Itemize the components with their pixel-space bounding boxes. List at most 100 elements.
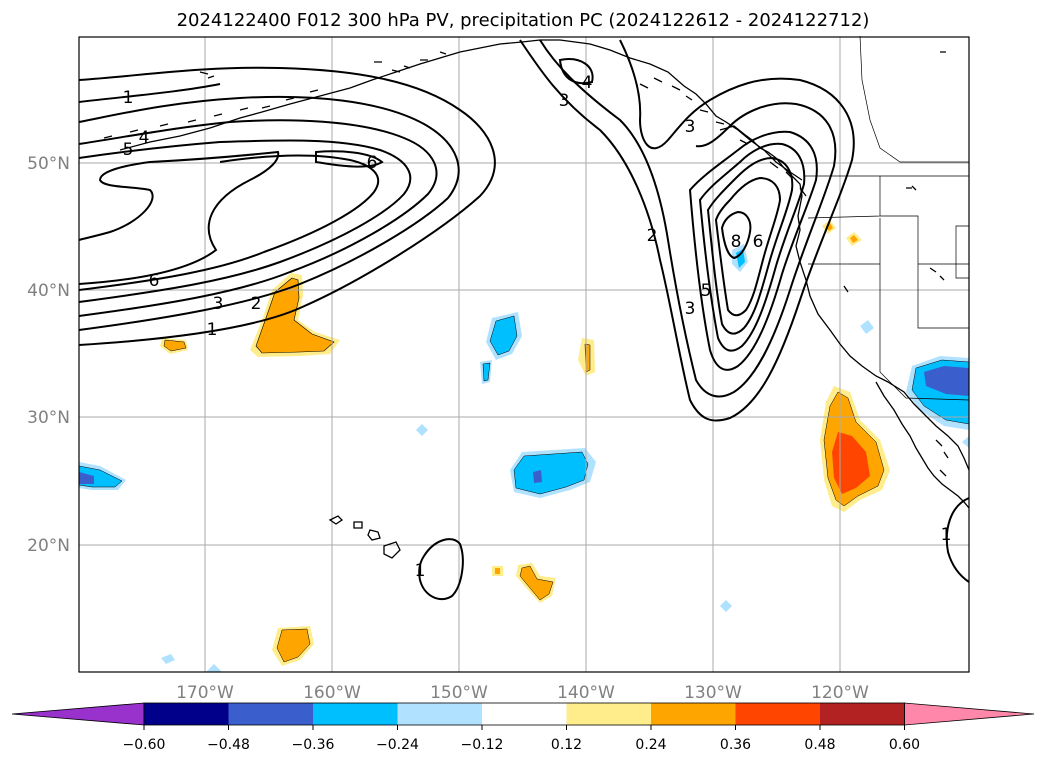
precip-positive-small-core [163,339,187,352]
contour-label: 3 [213,294,224,314]
contour-label: 3 [685,117,696,137]
pv-contour-3-west [78,119,438,317]
pv-contour-5-inner [706,156,794,335]
colorbar-tick-label: 0.12 [551,737,582,753]
contour-label: 1 [207,320,218,340]
precip-negative-small-core [482,362,491,382]
longitude-labels: 170°W 160°W 150°W 140°W 130°W 120°W [176,683,869,703]
precip-positive-core-4 [276,628,311,663]
pv-contours [78,39,970,601]
colorbar-tick-label: −0.24 [376,737,419,753]
colorbar-frame [143,702,905,726]
lat-label: 30°N [27,408,70,428]
contour-label: 4 [582,73,593,93]
colorbar-segment [820,703,905,725]
contour-label: 2 [647,226,658,246]
precip-positive-dot-3-core [850,235,858,243]
hawaii-islands [328,515,401,559]
colorbar-extend-max [904,702,1035,726]
colorbar-segment [482,703,567,725]
precip-negative-dot-4 [206,664,222,672]
pv-contour-north [519,39,855,422]
precip-negative-dot-2 [720,600,732,612]
lon-label: 160°W [303,683,361,703]
aleutian-islands [103,89,319,139]
pv-contour-mexico [945,497,970,583]
lat-label: 50°N [27,154,70,174]
precip-negative-dot-5-core [736,249,745,268]
map-panel: 1 4 5 6 6 3 2 1 3 4 3 2 8 6 5 3 1 1 [78,35,970,673]
colorbar-tick-label: 0.36 [720,737,751,753]
canada-borders [859,35,969,163]
pv-contour-2-north [539,39,837,398]
colorbar-segment [735,703,821,725]
contour-label: 6 [149,271,160,291]
precip-positive-core-3 [519,565,554,601]
state-borders [807,176,970,401]
precip-positive-core [255,277,335,354]
contour-label: 4 [139,128,150,148]
precip-negative-inner-6 [924,366,969,396]
colorbar-segment [397,703,483,725]
colorbar-tick-label: −0.60 [123,737,166,753]
lon-label: 150°W [430,683,488,703]
pv-contour-6-inner [714,176,782,317]
colorbar-tick-label: 0.60 [889,737,920,753]
alaska-islands [199,51,807,197]
contour-label: 5 [123,140,134,160]
contour-label: 1 [415,561,426,581]
colorbar-tick-label: 0.48 [804,737,835,753]
coast-dots [843,51,949,477]
precip-negative-edge-inner [79,472,94,484]
pv-contour-1-west [78,66,496,346]
baja-coast [875,381,970,509]
latitude-labels: 50°N 40°N 30°N 20°N [27,154,70,556]
pv-contour-hawaii [418,538,464,601]
precip-negative-dot-6 [860,320,874,334]
map-frame [78,36,970,673]
precip-positive-inner-5 [832,432,870,494]
map-graticule [79,37,969,672]
pv-contour-4-inner [698,142,806,352]
colorbar-segment [144,703,229,725]
colorbar-segment [313,703,398,725]
pv-contour-3-inner [688,130,818,371]
lon-label: 120°W [811,683,869,703]
colorbar-extend-min [11,702,145,726]
colorbar-tick-label: −0.12 [461,737,504,753]
pv-contour-8-inner [720,210,752,260]
pv-contour-2-west [78,95,460,331]
contour-label: 6 [367,153,378,173]
precip-negative-inner-2 [533,470,542,483]
contour-label: 1 [123,88,134,108]
colorbar-ticks: −0.60 −0.48 −0.36 −0.24 −0.12 0.12 0.24 0.36 0.4… [123,725,920,753]
figure-title: 2024122400 F012 300 hPa PV, precipitatio… [177,10,870,31]
lat-label: 20°N [27,536,70,556]
contour-label: 5 [701,281,712,301]
contour-label: 1 [941,525,952,545]
lon-label: 170°W [176,683,234,703]
precip-shading [78,220,970,672]
lon-label: 140°W [557,683,615,703]
pv-contour-5-west [78,154,380,291]
pv-contour-3-north [558,58,594,85]
pv-contour-6-small [315,150,384,168]
precip-negative-dot-1 [416,424,428,436]
colorbar-tick-label: −0.36 [292,737,335,753]
precip-negative-core-2 [513,451,589,495]
contour-label: 3 [559,91,570,111]
colorbar-segments [11,702,1035,726]
lon-label: 130°W [684,683,742,703]
colorbar-tick-label: −0.48 [207,737,250,753]
contour-label: 2 [251,294,262,314]
precip-negative-dot-3 [161,654,175,664]
lat-label: 40°N [27,281,70,301]
contour-label: 3 [685,299,696,319]
colorbar-segment [566,703,652,725]
precip-negative-core [489,315,518,356]
contour-label: 8 [731,232,742,252]
colorbar-segment [228,703,314,725]
precip-positive-dot-core [495,568,500,574]
